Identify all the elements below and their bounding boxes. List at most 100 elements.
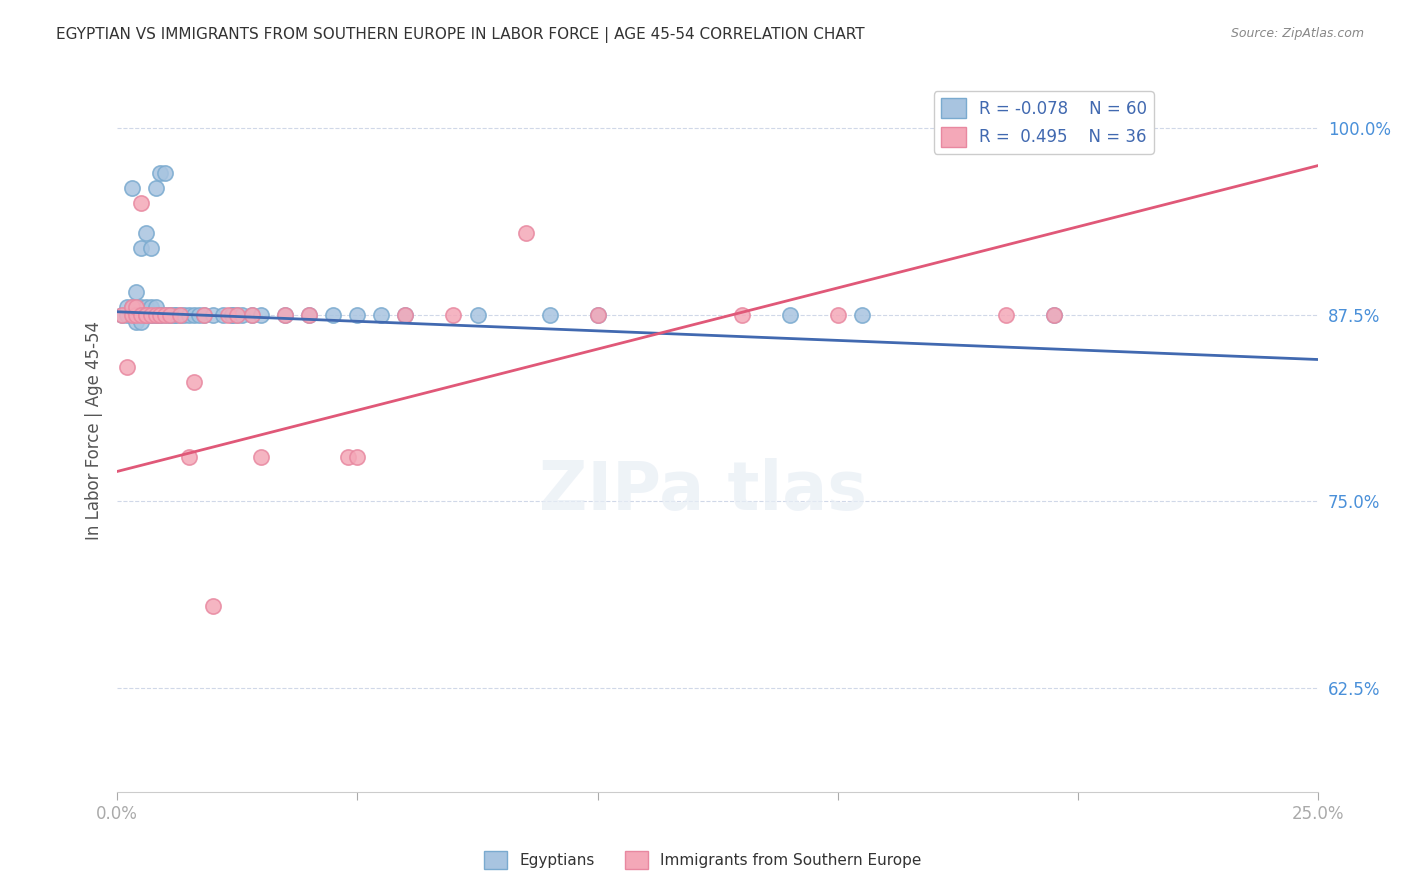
Point [336,450,359,464]
Point [346,308,368,322]
Point [145,181,167,195]
Point [129,241,152,255]
Point [169,308,191,322]
Point [179,450,201,464]
Point [129,195,152,210]
Point [155,308,177,322]
Point [111,308,134,322]
Point [467,308,489,322]
Point [129,300,152,314]
Point [135,308,157,322]
Point [221,308,243,322]
Point [121,308,143,322]
Point [129,315,152,329]
Point [515,226,537,240]
Point [115,300,138,314]
Point [274,308,297,322]
Point [187,308,209,322]
Point [135,308,157,322]
Text: EGYPTIAN VS IMMIGRANTS FROM SOUTHERN EUROPE IN LABOR FORCE | AGE 45-54 CORRELATI: EGYPTIAN VS IMMIGRANTS FROM SOUTHERN EUR… [56,27,865,43]
Point [163,308,186,322]
Point [231,308,253,322]
Point [183,375,205,389]
Point [183,308,205,322]
Point [125,300,148,314]
Point [121,181,143,195]
Point [149,308,172,322]
Point [202,308,225,322]
Point [135,308,157,322]
Point [298,308,321,322]
Point [155,308,177,322]
Point [135,300,157,314]
Point [145,308,167,322]
Point [827,308,849,322]
Point [851,308,873,322]
Point [139,308,162,322]
Y-axis label: In Labor Force | Age 45-54: In Labor Force | Age 45-54 [86,321,103,540]
Point [125,285,148,300]
Point [159,308,181,322]
Point [193,308,215,322]
Point [322,308,344,322]
Point [370,308,392,322]
Point [139,308,162,322]
Point [145,300,167,314]
Point [121,308,143,322]
Point [173,308,195,322]
Point [111,308,134,322]
Point [240,308,263,322]
Point [155,166,177,180]
Point [586,308,609,322]
Point [779,308,801,322]
Point [159,308,181,322]
Point [149,308,172,322]
Point [149,308,172,322]
Point [139,300,162,314]
Point [250,450,273,464]
Point [250,308,273,322]
Text: Source: ZipAtlas.com: Source: ZipAtlas.com [1230,27,1364,40]
Point [145,308,167,322]
Point [121,300,143,314]
Point [274,308,297,322]
Point [125,315,148,329]
Text: ZIPa tlas: ZIPa tlas [538,458,868,524]
Point [193,308,215,322]
Point [394,308,416,322]
Point [125,308,148,322]
Point [139,241,162,255]
Point [240,308,263,322]
Point [212,308,235,322]
Point [135,226,157,240]
Legend: Egyptians, Immigrants from Southern Europe: Egyptians, Immigrants from Southern Euro… [478,845,928,875]
Point [139,308,162,322]
Point [129,308,152,322]
Point [129,308,152,322]
Point [538,308,561,322]
Point [221,308,243,322]
Point [135,308,157,322]
Point [226,308,249,322]
Point [159,308,181,322]
Point [731,308,754,322]
Point [125,308,148,322]
Point [169,308,191,322]
Legend: R = -0.078    N = 60, R =  0.495    N = 36: R = -0.078 N = 60, R = 0.495 N = 36 [934,91,1154,153]
Point [202,599,225,613]
Point [1043,308,1066,322]
Point [1043,308,1066,322]
Point [346,450,368,464]
Point [115,308,138,322]
Point [586,308,609,322]
Point [226,308,249,322]
Point [217,308,239,322]
Point [149,166,172,180]
Point [394,308,416,322]
Point [163,308,186,322]
Point [145,308,167,322]
Point [121,300,143,314]
Point [443,308,465,322]
Point [179,308,201,322]
Point [115,359,138,374]
